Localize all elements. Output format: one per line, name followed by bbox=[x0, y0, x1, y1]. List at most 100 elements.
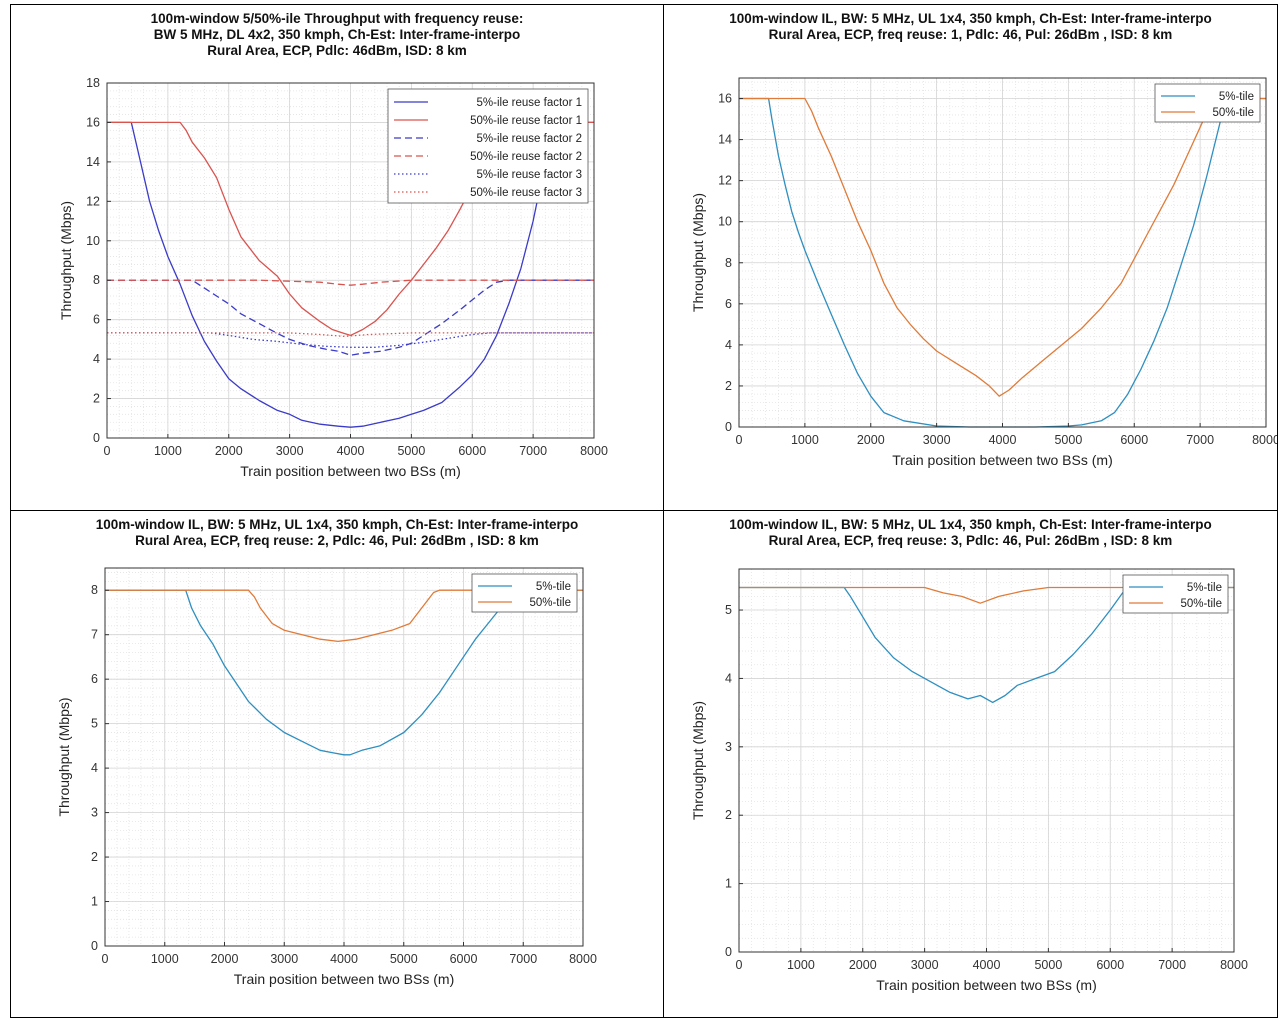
legend: 5%-ile reuse factor 1 50%-ile reuse facto… bbox=[387, 88, 589, 204]
x-tick-label: 5000 bbox=[1054, 433, 1082, 447]
x-tick-label: 0 bbox=[104, 444, 111, 458]
series-line bbox=[107, 279, 594, 356]
legend: 5%-tile 50%-tile bbox=[471, 573, 578, 613]
y-axis-label: Throughput (Mbps) bbox=[690, 701, 706, 820]
x-tick-label: 6000 bbox=[1120, 433, 1148, 447]
series-line bbox=[107, 332, 594, 348]
chart-title-line: 100m-window IL, BW: 5 MHz, UL 1x4, 350 k… bbox=[96, 517, 579, 532]
x-tick-label: 6000 bbox=[1096, 958, 1124, 972]
x-tick-label: 1000 bbox=[154, 444, 182, 458]
y-tick-label: 0 bbox=[725, 945, 732, 959]
legend-label: 5%-ile reuse factor 3 bbox=[477, 169, 582, 181]
x-tick-label: 3000 bbox=[270, 952, 298, 966]
x-tick-label: 7000 bbox=[1158, 958, 1186, 972]
chart-freq-reuse-1: 100m-window IL, BW: 5 MHz, UL 1x4, 350 k… bbox=[690, 11, 1277, 468]
x-tick-label: 5000 bbox=[390, 952, 418, 966]
y-tick-label: 0 bbox=[91, 939, 98, 953]
y-tick-label: 16 bbox=[718, 92, 732, 106]
x-tick-label: 4000 bbox=[989, 433, 1017, 447]
legend-label: 50%-tile bbox=[529, 597, 571, 609]
x-tick-label: 3000 bbox=[923, 433, 951, 447]
chart-title-line: 100m-window IL, BW: 5 MHz, UL 1x4, 350 k… bbox=[729, 517, 1212, 532]
chart-freq-reuse-3: 100m-window IL, BW: 5 MHz, UL 1x4, 350 k… bbox=[690, 517, 1248, 993]
chart-title-line: 100m-window IL, BW: 5 MHz, UL 1x4, 350 k… bbox=[729, 11, 1212, 26]
y-tick-label: 10 bbox=[718, 215, 732, 229]
legend-box bbox=[1154, 83, 1261, 123]
legend-label: 50%-tile bbox=[1180, 598, 1222, 610]
series-line bbox=[739, 586, 1234, 704]
series-line bbox=[107, 121, 594, 428]
x-tick-label: 3000 bbox=[911, 958, 939, 972]
legend-label: 50%-ile reuse factor 1 bbox=[470, 115, 582, 127]
x-tick-label: 5000 bbox=[1034, 958, 1062, 972]
y-tick-label: 0 bbox=[93, 431, 100, 445]
legend-label: 50%-tile bbox=[1212, 107, 1254, 119]
y-tick-label: 4 bbox=[93, 352, 100, 366]
y-tick-label: 3 bbox=[725, 740, 732, 754]
x-tick-label: 7000 bbox=[519, 444, 547, 458]
x-tick-label: 6000 bbox=[458, 444, 486, 458]
series-line bbox=[107, 332, 594, 338]
x-tick-label: 8000 bbox=[1252, 433, 1277, 447]
y-axis-label: Throughput (Mbps) bbox=[58, 201, 74, 320]
series-line bbox=[105, 589, 583, 756]
x-tick-label: 8000 bbox=[580, 444, 608, 458]
legend-label: 5%-tile bbox=[1219, 91, 1254, 103]
x-tick-label: 0 bbox=[736, 433, 743, 447]
x-tick-label: 0 bbox=[102, 952, 109, 966]
legend-label: 5%-tile bbox=[536, 581, 571, 593]
x-axis-label: Train position between two BSs (m) bbox=[234, 971, 454, 987]
chart-panel-2: 100m-window IL, BW: 5 MHz, UL 1x4, 350 k… bbox=[663, 4, 1278, 511]
series-line bbox=[739, 97, 1266, 397]
series-line bbox=[107, 279, 594, 286]
legend-box bbox=[387, 88, 589, 204]
y-tick-label: 16 bbox=[86, 115, 100, 129]
y-tick-label: 0 bbox=[725, 420, 732, 434]
grid-lines bbox=[738, 569, 1235, 953]
x-tick-label: 5000 bbox=[397, 444, 425, 458]
grid-lines bbox=[104, 568, 584, 947]
x-tick-label: 4000 bbox=[330, 952, 358, 966]
chart-panel-3: 100m-window IL, BW: 5 MHz, UL 1x4, 350 k… bbox=[10, 510, 664, 1018]
y-tick-label: 14 bbox=[718, 133, 732, 147]
series-group bbox=[739, 586, 1234, 704]
y-tick-label: 6 bbox=[93, 313, 100, 327]
y-tick-label: 2 bbox=[91, 850, 98, 864]
legend: 5%-tile 50%-tile bbox=[1122, 574, 1229, 614]
y-tick-label: 2 bbox=[725, 379, 732, 393]
grid-lines bbox=[738, 78, 1267, 428]
x-tick-label: 8000 bbox=[569, 952, 597, 966]
y-tick-label: 12 bbox=[718, 174, 732, 188]
x-tick-label: 3000 bbox=[276, 444, 304, 458]
y-tick-label: 1 bbox=[725, 877, 732, 891]
chart-freq-reuse-2: 100m-window IL, BW: 5 MHz, UL 1x4, 350 k… bbox=[56, 517, 597, 987]
legend: 5%-tile 50%-tile bbox=[1154, 83, 1261, 123]
y-tick-label: 2 bbox=[93, 392, 100, 406]
y-tick-label: 18 bbox=[86, 76, 100, 90]
x-tick-label: 2000 bbox=[857, 433, 885, 447]
y-tick-label: 6 bbox=[91, 672, 98, 686]
chart-title-line: Rural Area, ECP, freq reuse: 2, Pdlc: 46… bbox=[135, 533, 539, 548]
x-tick-label: 1000 bbox=[787, 958, 815, 972]
y-tick-label: 12 bbox=[86, 194, 100, 208]
legend-label: 5%-tile bbox=[1187, 582, 1222, 594]
legend-label: 5%-ile reuse factor 1 bbox=[477, 97, 582, 109]
chart-title-line: Rural Area, ECP, freq reuse: 1, Pdlc: 46… bbox=[769, 27, 1173, 42]
legend-box bbox=[471, 573, 578, 613]
x-tick-label: 2000 bbox=[211, 952, 239, 966]
x-tick-label: 2000 bbox=[215, 444, 243, 458]
chart-reuse-comparison: 100m-window 5/50%-ile Throughput with fr… bbox=[58, 11, 608, 479]
series-group bbox=[105, 589, 583, 756]
y-tick-label: 5 bbox=[725, 603, 732, 617]
legend-label: 5%-ile reuse factor 2 bbox=[477, 133, 582, 145]
x-tick-label: 4000 bbox=[973, 958, 1001, 972]
chart-title-line: 100m-window 5/50%-ile Throughput with fr… bbox=[151, 11, 524, 26]
x-tick-label: 8000 bbox=[1220, 958, 1248, 972]
x-tick-label: 7000 bbox=[1186, 433, 1214, 447]
y-tick-label: 8 bbox=[91, 583, 98, 597]
y-tick-label: 4 bbox=[725, 338, 732, 352]
legend-label: 50%-ile reuse factor 2 bbox=[470, 151, 582, 163]
x-tick-label: 2000 bbox=[849, 958, 877, 972]
chart-title-line: Rural Area, ECP, freq reuse: 3, Pdlc: 46… bbox=[769, 533, 1173, 548]
chart-title-line: Rural Area, ECP, Pdlc: 46dBm, ISD: 8 km bbox=[207, 43, 467, 58]
